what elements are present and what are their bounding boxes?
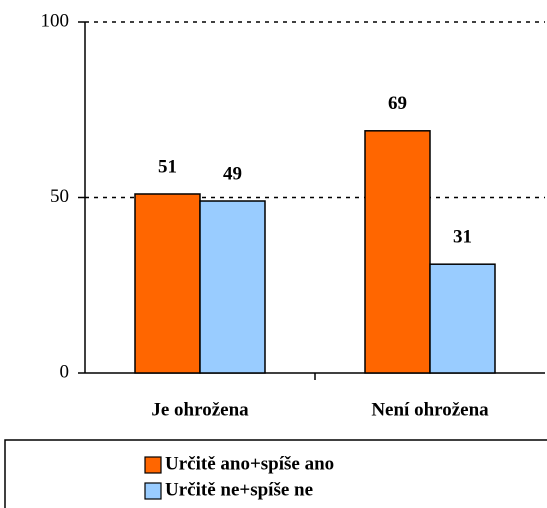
legend-label: Určitě ne+spíše ne <box>165 479 313 500</box>
bar <box>364 130 431 374</box>
data-label: 31 <box>453 227 472 248</box>
bar <box>429 263 496 374</box>
x-tick-label: Je ohrožena <box>151 399 249 420</box>
data-label: 49 <box>223 163 242 184</box>
legend-label: Určitě ano+spíše ano <box>165 453 334 474</box>
legend-swatch <box>144 456 162 474</box>
x-tick-label: Není ohrožena <box>371 399 489 420</box>
bar <box>199 200 266 374</box>
y-tick-label: 100 <box>41 10 70 31</box>
legend-swatch <box>144 482 162 500</box>
data-label: 51 <box>158 156 177 177</box>
legend-box <box>4 439 547 508</box>
y-tick-label: 0 <box>60 361 70 382</box>
bar <box>134 193 201 374</box>
data-label: 69 <box>388 93 407 114</box>
y-tick-label: 50 <box>50 186 69 207</box>
